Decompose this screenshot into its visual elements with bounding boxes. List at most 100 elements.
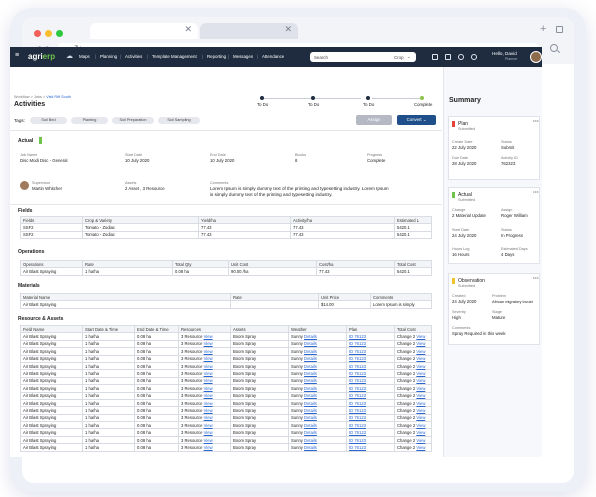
browser-search-icon[interactable] bbox=[550, 44, 558, 52]
details-link[interactable]: Details bbox=[304, 356, 317, 362]
minimize-window-dot[interactable] bbox=[45, 30, 52, 37]
view-link[interactable]: View bbox=[416, 371, 426, 377]
view-link[interactable]: View bbox=[416, 385, 426, 391]
search-filter[interactable]: Crop bbox=[394, 54, 404, 60]
assign-button[interactable]: Assign bbox=[356, 115, 392, 125]
view-link[interactable]: View bbox=[203, 422, 213, 428]
search-input[interactable]: Search bbox=[314, 54, 328, 60]
maximize-window-dot[interactable] bbox=[56, 30, 63, 37]
nav-activities[interactable]: Activities bbox=[125, 54, 143, 59]
more-options-icon[interactable]: ··· bbox=[533, 119, 539, 125]
details-link[interactable]: Details bbox=[304, 422, 317, 428]
view-link[interactable]: View bbox=[416, 393, 426, 399]
details-link[interactable]: Details bbox=[304, 348, 317, 354]
menu-icon[interactable]: ≡ bbox=[15, 52, 20, 59]
tag-chip[interactable]: Soil Preparation bbox=[112, 117, 154, 124]
browser-tab-active[interactable]: ✕ bbox=[90, 23, 198, 39]
view-link[interactable]: View bbox=[416, 400, 426, 406]
settings-icon[interactable] bbox=[471, 54, 477, 60]
plan-link[interactable]: ID 76123 bbox=[346, 398, 395, 408]
convert-button[interactable]: Convert ⌄ bbox=[397, 115, 436, 125]
nav-reporting[interactable]: Reporting bbox=[207, 54, 227, 59]
plan-link[interactable]: ID 76123 bbox=[346, 428, 395, 437]
view-link[interactable]: View bbox=[416, 378, 426, 384]
view-link[interactable]: View bbox=[416, 341, 426, 347]
view-link[interactable]: View bbox=[416, 356, 426, 362]
nav-messages[interactable]: Messages bbox=[233, 54, 254, 59]
plan-link[interactable]: ID 76123 bbox=[346, 354, 395, 363]
view-link[interactable]: View bbox=[203, 378, 213, 384]
view-link[interactable]: View bbox=[416, 444, 426, 450]
details-link[interactable]: Details bbox=[304, 444, 317, 450]
details-link[interactable]: Details bbox=[304, 371, 317, 377]
view-link[interactable]: View bbox=[203, 385, 213, 391]
window-icon[interactable] bbox=[556, 26, 563, 33]
details-link[interactable]: Details bbox=[304, 393, 317, 399]
plan-link[interactable]: ID 76123 bbox=[346, 406, 395, 415]
details-link[interactable]: Details bbox=[304, 430, 317, 436]
view-link[interactable]: View bbox=[416, 422, 426, 428]
plan-link[interactable]: ID 76123 bbox=[346, 413, 395, 423]
view-link[interactable]: View bbox=[416, 415, 426, 421]
plan-link[interactable]: ID 76123 bbox=[346, 421, 395, 430]
tag-chip[interactable]: Soil Sampling bbox=[158, 117, 200, 124]
nav-planning[interactable]: Planning bbox=[100, 54, 118, 59]
details-link[interactable]: Details bbox=[304, 385, 317, 391]
view-link[interactable]: View bbox=[416, 334, 426, 340]
plan-link[interactable]: ID 76123 bbox=[346, 376, 395, 386]
close-tab-icon[interactable]: ✕ bbox=[284, 24, 292, 34]
plan-link[interactable]: ID 76123 bbox=[346, 391, 395, 400]
close-tab-icon[interactable]: ✕ bbox=[184, 24, 192, 34]
nav-template-management[interactable]: Template Management bbox=[152, 54, 197, 59]
more-options-icon[interactable]: ··· bbox=[533, 190, 539, 196]
farm-icon[interactable] bbox=[432, 54, 438, 60]
bell-icon[interactable] bbox=[458, 54, 464, 60]
view-link[interactable]: View bbox=[416, 430, 426, 436]
plan-link[interactable]: ID 76123 bbox=[346, 443, 395, 452]
details-link[interactable]: Details bbox=[304, 363, 317, 369]
view-link[interactable]: View bbox=[203, 400, 213, 406]
details-link[interactable]: Details bbox=[304, 341, 317, 347]
nav-maps[interactable]: Maps bbox=[79, 54, 90, 59]
tag-chip[interactable]: Planting bbox=[71, 117, 108, 124]
plan-link[interactable]: ID 76123 bbox=[346, 332, 395, 341]
details-link[interactable]: Details bbox=[304, 437, 317, 443]
view-link[interactable]: View bbox=[203, 437, 213, 443]
new-tab-icon[interactable]: + bbox=[540, 23, 547, 35]
view-link[interactable]: View bbox=[416, 407, 426, 413]
view-link[interactable]: View bbox=[203, 393, 213, 399]
view-link[interactable]: View bbox=[203, 415, 213, 421]
details-link[interactable]: Details bbox=[304, 407, 317, 413]
view-link[interactable]: View bbox=[203, 356, 213, 362]
browser-tab[interactable]: ✕ bbox=[200, 23, 298, 39]
view-link[interactable]: View bbox=[203, 407, 213, 413]
tag-chip[interactable]: Soil Bed bbox=[30, 117, 67, 124]
plan-link[interactable]: ID 76123 bbox=[346, 339, 395, 349]
avatar[interactable] bbox=[530, 51, 542, 63]
more-options-icon[interactable]: ··· bbox=[533, 276, 539, 282]
view-link[interactable]: View bbox=[416, 348, 426, 354]
chevron-down-icon[interactable]: ⌄ bbox=[407, 54, 411, 59]
view-link[interactable]: View bbox=[203, 341, 213, 347]
truck-icon[interactable] bbox=[445, 54, 451, 60]
close-window-dot[interactable] bbox=[34, 30, 41, 37]
details-link[interactable]: Details bbox=[304, 400, 317, 406]
details-link[interactable]: Details bbox=[304, 415, 317, 421]
plan-link[interactable]: ID 76123 bbox=[346, 435, 395, 445]
view-link[interactable]: View bbox=[203, 430, 213, 436]
view-link[interactable]: View bbox=[203, 348, 213, 354]
view-link[interactable]: View bbox=[203, 363, 213, 369]
view-link[interactable]: View bbox=[416, 363, 426, 369]
plan-link[interactable]: ID 76123 bbox=[346, 384, 395, 393]
details-link[interactable]: Details bbox=[304, 378, 317, 384]
view-link[interactable]: View bbox=[203, 444, 213, 450]
plan-link[interactable]: ID 76123 bbox=[346, 361, 395, 371]
details-link[interactable]: Details bbox=[304, 334, 317, 340]
header-search[interactable]: Search Crop ⌄ bbox=[310, 52, 416, 62]
view-link[interactable]: View bbox=[203, 371, 213, 377]
view-link[interactable]: View bbox=[203, 334, 213, 340]
view-link[interactable]: View bbox=[416, 437, 426, 443]
plan-link[interactable]: ID 76123 bbox=[346, 369, 395, 378]
nav-attendance[interactable]: Attendance bbox=[262, 54, 285, 59]
plan-link[interactable]: ID 76123 bbox=[346, 347, 395, 356]
